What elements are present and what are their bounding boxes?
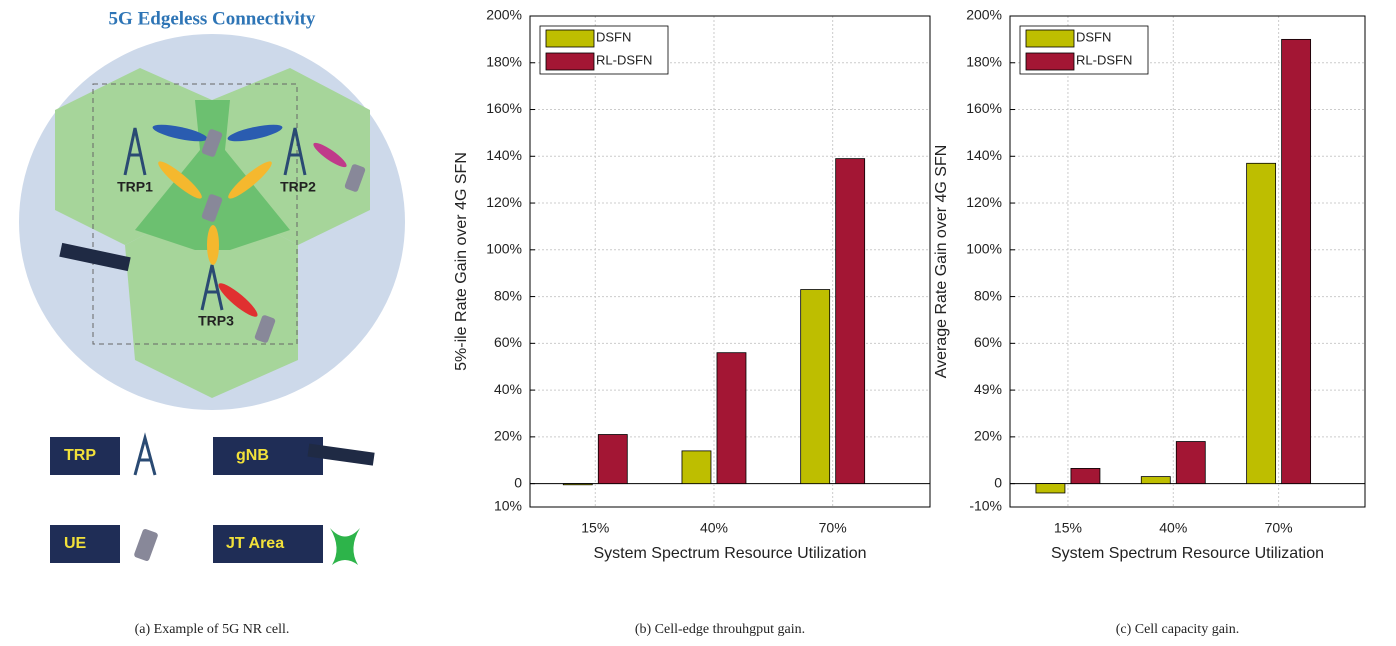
bar: [716, 352, 747, 485]
y-tick-label: 20%: [494, 428, 522, 444]
y-tick-label: 100%: [966, 241, 1002, 257]
hex-3: [125, 200, 298, 398]
bar: [1246, 162, 1277, 485]
caption: (a) Example of 5G NR cell.: [135, 622, 290, 637]
jt-area: [135, 100, 290, 250]
jt-icon: [330, 528, 360, 565]
bar: [597, 434, 628, 485]
y-tick-label: 200%: [966, 7, 1002, 23]
trp-label: TRP3: [198, 313, 234, 329]
ue-icon: [134, 529, 158, 561]
y-tick-label: 100%: [486, 241, 522, 257]
y-tick-label: 180%: [966, 53, 1002, 69]
y-tick-label: 49%: [974, 381, 1002, 397]
dashed-box: [92, 83, 298, 345]
legend-box: [213, 525, 323, 563]
beams: [152, 124, 347, 317]
y-tick-label: 120%: [966, 194, 1002, 210]
phones: [201, 129, 366, 343]
bar: [1140, 476, 1171, 485]
trp-label: TRP2: [280, 179, 316, 195]
x-tick-label: 40%: [1159, 520, 1187, 536]
diagram-title: 5G Edgeless Connectivity: [109, 8, 316, 29]
y-tick-label: 140%: [486, 147, 522, 163]
axes-frame: [529, 15, 931, 508]
y-axis-label: 5%-ile Rate Gain over 4G SFN: [453, 152, 470, 371]
x-axis-label: System Spectrum Resource Utilization: [1051, 545, 1324, 562]
legend-box: [213, 437, 323, 475]
bar: [681, 450, 712, 485]
y-tick-label: 120%: [486, 194, 522, 210]
bar: [835, 158, 866, 485]
y-tick-label: 60%: [494, 334, 522, 350]
bar: [800, 289, 831, 485]
diagram: 5G Edgeless Connectivity TRP1: [19, 8, 405, 637]
y-tick-label: 40%: [494, 381, 522, 397]
gnb: [59, 242, 131, 272]
bar: [562, 483, 593, 486]
trp-label: TRP1: [117, 179, 153, 195]
x-axis-label: System Spectrum Resource Utilization: [594, 545, 867, 562]
y-tick-label: 160%: [486, 100, 522, 116]
bar: [1035, 483, 1066, 494]
y-tick-label: -10%: [969, 498, 1002, 514]
legend-swatch: [545, 29, 595, 48]
axes-frame: [1009, 15, 1366, 508]
y-tick-label: 60%: [974, 334, 1002, 350]
legend-box: [50, 437, 120, 475]
legend-label: RL-DSFN: [596, 52, 652, 67]
y-tick-label: 20%: [974, 428, 1002, 444]
legend-swatch: [1025, 52, 1075, 71]
y-tick-label: 160%: [966, 100, 1002, 116]
bar: [1070, 468, 1101, 485]
x-tick-label: 40%: [700, 520, 728, 536]
legend-swatch: [1025, 29, 1075, 48]
y-tick-label: 0: [994, 474, 1002, 490]
x-tick-label: 70%: [1265, 520, 1293, 536]
y-tick-label: 80%: [494, 287, 522, 303]
caption: (b) Cell-edge throuhgput gain.: [635, 622, 805, 637]
legend-label: DSFN: [1076, 29, 1111, 44]
legend-label: TRP: [64, 447, 96, 464]
legend-box: [50, 525, 120, 563]
y-tick-label: 140%: [966, 147, 1002, 163]
towers: [123, 127, 307, 311]
y-axis-label: Average Rate Gain over 4G SFN: [933, 145, 950, 379]
tower-icon: [133, 432, 157, 476]
legend-label: gNB: [236, 447, 269, 464]
x-tick-label: 15%: [581, 520, 609, 536]
bar: [1175, 441, 1206, 485]
caption: (c) Cell capacity gain.: [1116, 622, 1240, 637]
y-tick-label: 0: [514, 474, 522, 490]
legend-label: DSFN: [596, 29, 631, 44]
legend-label: JT Area: [226, 535, 284, 552]
bar: [1281, 38, 1312, 485]
legend-label: RL-DSFN: [1076, 52, 1132, 67]
y-tick-label: 200%: [486, 7, 522, 23]
y-tick-label: 80%: [974, 287, 1002, 303]
y-tick-label: 180%: [486, 53, 522, 69]
legend-label: UE: [64, 535, 87, 552]
x-tick-label: 70%: [819, 520, 847, 536]
legend-swatch: [545, 52, 595, 71]
x-tick-label: 15%: [1054, 520, 1082, 536]
gnb-icon: [307, 443, 375, 466]
y-tick-label: 10%: [494, 498, 522, 514]
